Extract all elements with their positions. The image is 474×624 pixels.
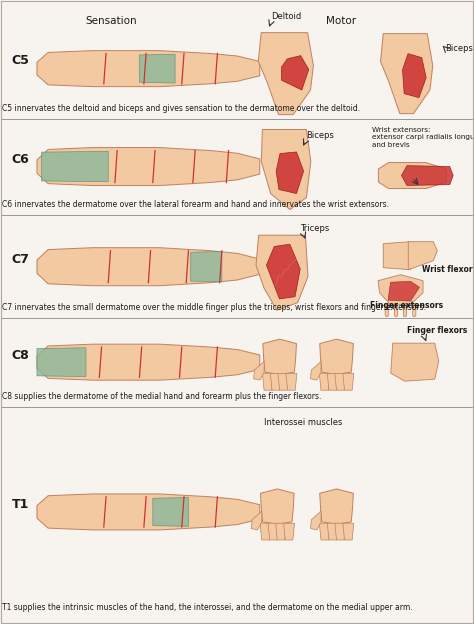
Polygon shape xyxy=(310,511,321,530)
Polygon shape xyxy=(381,34,433,114)
Polygon shape xyxy=(343,374,354,390)
Text: C5 innervates the deltoid and biceps and gives sensation to the dermatome over t: C5 innervates the deltoid and biceps and… xyxy=(2,104,361,112)
Polygon shape xyxy=(319,374,330,390)
Polygon shape xyxy=(266,244,300,299)
Polygon shape xyxy=(263,339,296,374)
Polygon shape xyxy=(320,339,353,374)
Text: C7 innervates the small dermatome over the middle finger plus the triceps, wrist: C7 innervates the small dermatome over t… xyxy=(2,303,427,312)
Text: Wrist flexors: Wrist flexors xyxy=(422,265,474,274)
Polygon shape xyxy=(335,524,346,540)
Polygon shape xyxy=(282,56,309,90)
Text: C8: C8 xyxy=(12,349,29,362)
Polygon shape xyxy=(41,152,108,182)
Text: Finger extensors: Finger extensors xyxy=(370,301,443,310)
Polygon shape xyxy=(153,497,189,526)
Polygon shape xyxy=(343,524,354,540)
Polygon shape xyxy=(256,235,308,310)
Polygon shape xyxy=(391,343,439,381)
Text: C7: C7 xyxy=(12,253,30,266)
Polygon shape xyxy=(251,511,262,530)
Polygon shape xyxy=(37,344,260,380)
Polygon shape xyxy=(191,251,222,282)
Polygon shape xyxy=(310,361,321,380)
Polygon shape xyxy=(261,489,294,524)
Polygon shape xyxy=(383,241,410,270)
Text: Biceps: Biceps xyxy=(446,44,474,53)
Text: T1 supplies the intrinsic muscles of the hand, the interossei, and the dermatome: T1 supplies the intrinsic muscles of the… xyxy=(2,603,413,612)
Polygon shape xyxy=(283,524,294,540)
Polygon shape xyxy=(271,374,282,390)
Polygon shape xyxy=(37,147,260,185)
Text: C6 innervates the dermatome over the lateral forearm and hand and innervates the: C6 innervates the dermatome over the lat… xyxy=(2,200,389,209)
Polygon shape xyxy=(268,524,279,540)
Text: Finger flexors: Finger flexors xyxy=(407,326,467,335)
Polygon shape xyxy=(408,241,438,270)
Polygon shape xyxy=(335,374,346,390)
Text: C6: C6 xyxy=(12,153,29,166)
Text: C5: C5 xyxy=(12,54,30,67)
Polygon shape xyxy=(37,494,260,530)
Polygon shape xyxy=(286,374,297,390)
Polygon shape xyxy=(37,348,86,376)
Polygon shape xyxy=(388,281,419,301)
Polygon shape xyxy=(402,54,426,97)
Text: Sensation: Sensation xyxy=(86,16,137,26)
Polygon shape xyxy=(319,524,330,540)
Polygon shape xyxy=(378,275,423,305)
Polygon shape xyxy=(276,152,304,193)
Polygon shape xyxy=(139,54,175,83)
Polygon shape xyxy=(328,374,338,390)
Polygon shape xyxy=(254,361,264,380)
Polygon shape xyxy=(263,374,273,390)
Polygon shape xyxy=(37,51,260,87)
Polygon shape xyxy=(275,524,286,540)
Text: Deltoid: Deltoid xyxy=(271,12,301,21)
Polygon shape xyxy=(261,130,311,210)
Text: Interossei muscles: Interossei muscles xyxy=(264,418,343,427)
Polygon shape xyxy=(260,524,271,540)
Polygon shape xyxy=(258,32,313,115)
Polygon shape xyxy=(278,374,289,390)
Polygon shape xyxy=(401,165,453,185)
Text: Wrist extensors:
extensor carpi radialis longus
and brevis: Wrist extensors: extensor carpi radialis… xyxy=(372,127,474,147)
Polygon shape xyxy=(328,524,338,540)
Text: Triceps: Triceps xyxy=(300,223,329,233)
Polygon shape xyxy=(37,248,260,286)
Polygon shape xyxy=(378,162,447,188)
Text: C8 supplies the dermatome of the medial hand and forearm plus the finger flexors: C8 supplies the dermatome of the medial … xyxy=(2,392,322,401)
Text: T1: T1 xyxy=(12,499,29,512)
Text: Biceps: Biceps xyxy=(306,130,334,140)
Polygon shape xyxy=(320,489,353,524)
Text: Motor: Motor xyxy=(326,16,356,26)
